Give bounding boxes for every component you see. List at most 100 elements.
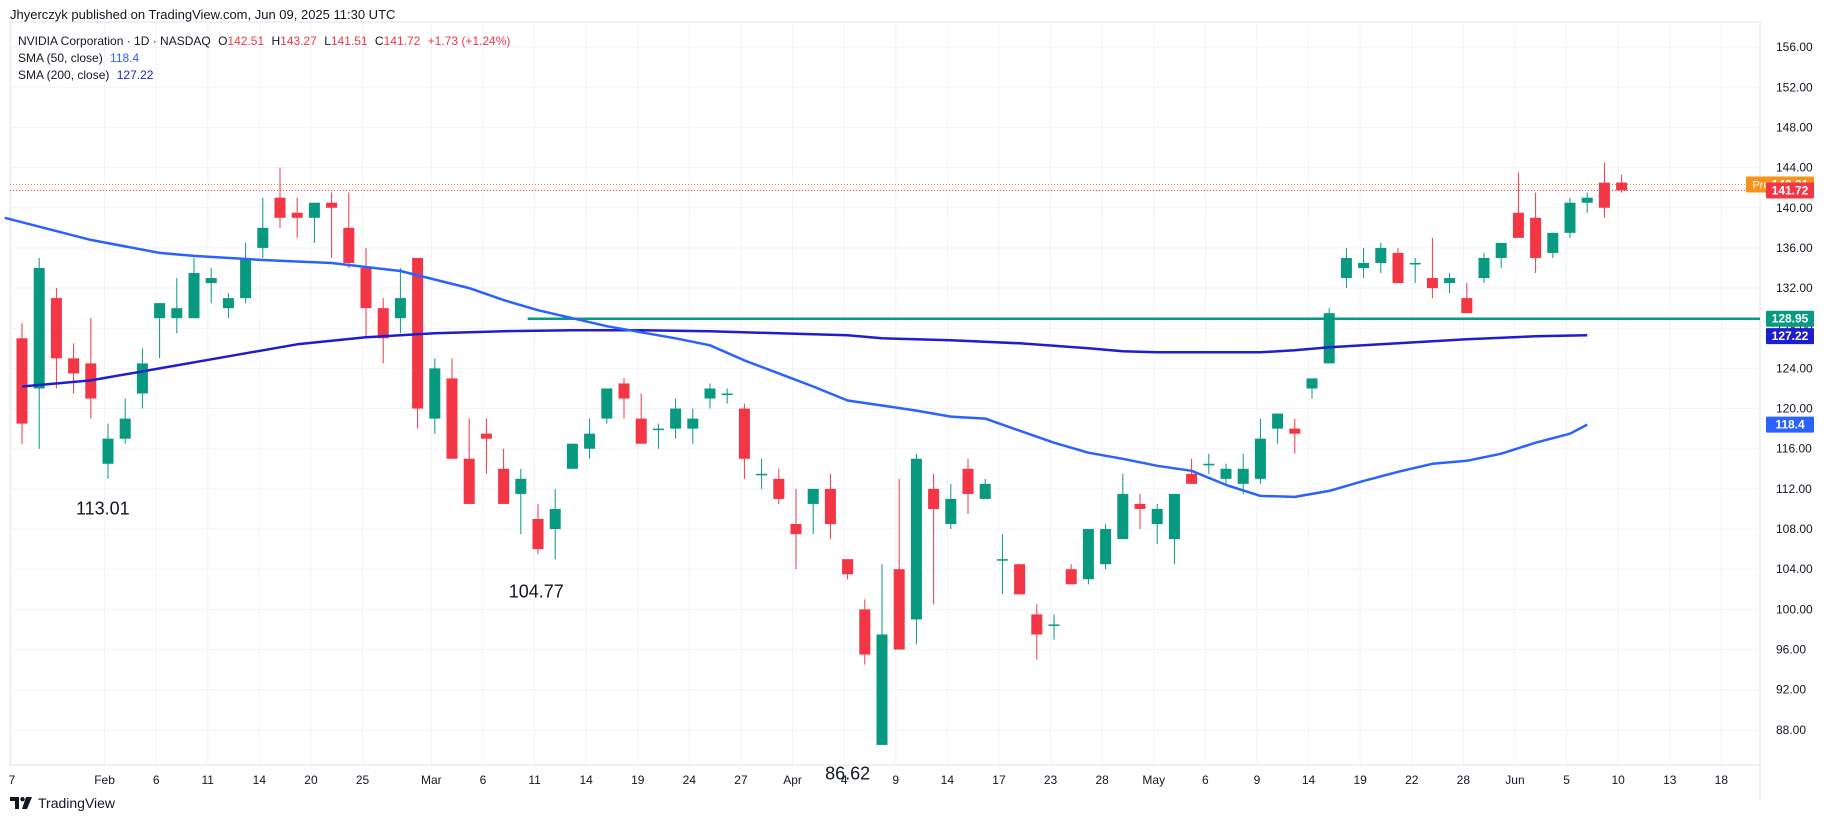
candle-body xyxy=(962,468,974,494)
candle-body xyxy=(1409,262,1421,265)
candle-body xyxy=(1340,257,1352,279)
candle-body xyxy=(721,393,733,395)
candle-body xyxy=(498,468,510,504)
sma200-line xyxy=(21,328,1588,388)
tradingview-brand: TradingView xyxy=(38,795,116,811)
candle-body xyxy=(584,433,596,449)
candle-body xyxy=(807,488,819,504)
candle-body xyxy=(1014,564,1026,595)
candle-body xyxy=(446,378,458,459)
candle-body xyxy=(1237,468,1249,484)
candle-body xyxy=(1203,463,1215,466)
x-tick-label: 24 xyxy=(683,773,697,787)
candle-body xyxy=(343,227,355,263)
candle-body xyxy=(876,634,888,745)
candle-body xyxy=(188,273,200,319)
price-tag: 118.4 xyxy=(1775,418,1805,432)
x-tick-label: 6 xyxy=(153,773,160,787)
candle-body xyxy=(33,267,45,389)
candle-body xyxy=(360,267,372,309)
tradingview-logo[interactable]: TradingView xyxy=(10,795,115,811)
candle-body xyxy=(618,383,630,399)
price-annotation: 113.01 xyxy=(76,499,130,519)
x-tick-label: 27 xyxy=(734,773,748,787)
sma200-label: SMA (200, close) xyxy=(18,68,110,82)
x-tick-label: 6 xyxy=(480,773,487,787)
x-tick-label: 9 xyxy=(892,773,899,787)
tradingview-icon xyxy=(10,797,32,809)
candle-body xyxy=(1564,202,1576,233)
candle-body xyxy=(394,298,406,319)
price-annotation: 104.77 xyxy=(509,581,564,601)
close-value: 141.72 xyxy=(383,34,421,48)
price-tag-bg xyxy=(1766,328,1814,345)
x-tick-label: 22 xyxy=(1405,773,1419,787)
candle-body xyxy=(1186,473,1198,484)
candle-body xyxy=(119,418,131,439)
y-tick-label: 136.00 xyxy=(1776,241,1813,255)
candle-body xyxy=(670,408,682,429)
y-tick-label: 120.00 xyxy=(1776,402,1813,416)
x-tick-label: 10 xyxy=(1611,773,1625,787)
candle-body xyxy=(1254,438,1266,479)
candle-body xyxy=(1117,493,1129,540)
candle-body xyxy=(16,338,28,424)
price-tag-bg xyxy=(1766,310,1814,327)
sma50-line xyxy=(4,216,1588,499)
low-value: 141.51 xyxy=(330,34,368,48)
y-tick-label: 156.00 xyxy=(1776,40,1813,54)
sma200-legend[interactable]: SMA (200, close) 127.22 xyxy=(18,68,157,82)
price-tag-bg xyxy=(1766,416,1814,433)
x-tick-label: 7 xyxy=(9,773,16,787)
candle-body xyxy=(480,433,492,439)
candle-body xyxy=(1272,413,1284,429)
symbol-legend: NVIDIA Corporation · 1D · NASDAQ O142.51… xyxy=(18,34,514,48)
y-tick-label: 116.00 xyxy=(1776,442,1812,456)
x-tick-label: 9 xyxy=(1254,773,1261,787)
candle-body xyxy=(1375,247,1387,263)
symbol-name[interactable]: NVIDIA Corporation · 1D · NASDAQ xyxy=(18,34,211,48)
candle-body xyxy=(704,388,716,399)
x-tick-label: 28 xyxy=(1457,773,1471,787)
x-tick-label: 28 xyxy=(1095,773,1109,787)
y-tick-label: 92.00 xyxy=(1776,683,1806,697)
price-tag: 141.72 xyxy=(1772,183,1809,197)
x-tick-label: 11 xyxy=(528,773,541,787)
sma50-legend[interactable]: SMA (50, close) 118.4 xyxy=(18,51,143,65)
x-tick-label: 14 xyxy=(1302,773,1316,787)
sma200-value: 127.22 xyxy=(116,68,154,82)
candle-body xyxy=(463,458,475,504)
y-tick-label: 112.00 xyxy=(1776,482,1812,496)
candle-body xyxy=(257,227,269,248)
x-tick-label: May xyxy=(1142,773,1165,787)
candle-body xyxy=(1530,217,1542,258)
candle-body xyxy=(1151,508,1163,525)
open-label: O xyxy=(218,34,228,48)
candle-body xyxy=(1289,428,1301,434)
candle-body xyxy=(1426,278,1438,289)
y-tick-label: 132.00 xyxy=(1776,281,1813,295)
candle-body xyxy=(756,473,768,476)
candle-body xyxy=(1495,242,1507,258)
candle-body xyxy=(1065,569,1077,585)
x-tick-label: 4 xyxy=(841,773,848,787)
open-value: 142.51 xyxy=(227,34,265,48)
y-tick-label: 96.00 xyxy=(1776,643,1806,657)
y-tick-label: 104.00 xyxy=(1776,562,1813,576)
candle-body xyxy=(532,519,544,550)
candle-body xyxy=(377,308,389,339)
y-tick-label: 124.00 xyxy=(1776,361,1813,375)
x-tick-label: 20 xyxy=(304,773,318,787)
y-tick-label: 108.00 xyxy=(1776,522,1813,536)
candle-body xyxy=(773,478,785,499)
candle-body xyxy=(790,524,802,535)
candle-body xyxy=(1512,212,1524,238)
candle-body xyxy=(910,458,922,620)
candle-body xyxy=(1031,614,1043,635)
candle-body xyxy=(1048,624,1060,626)
candle-body xyxy=(68,358,80,374)
candle-body xyxy=(1598,182,1610,208)
x-tick-label: Feb xyxy=(94,773,115,787)
x-tick-label: 6 xyxy=(1202,773,1209,787)
